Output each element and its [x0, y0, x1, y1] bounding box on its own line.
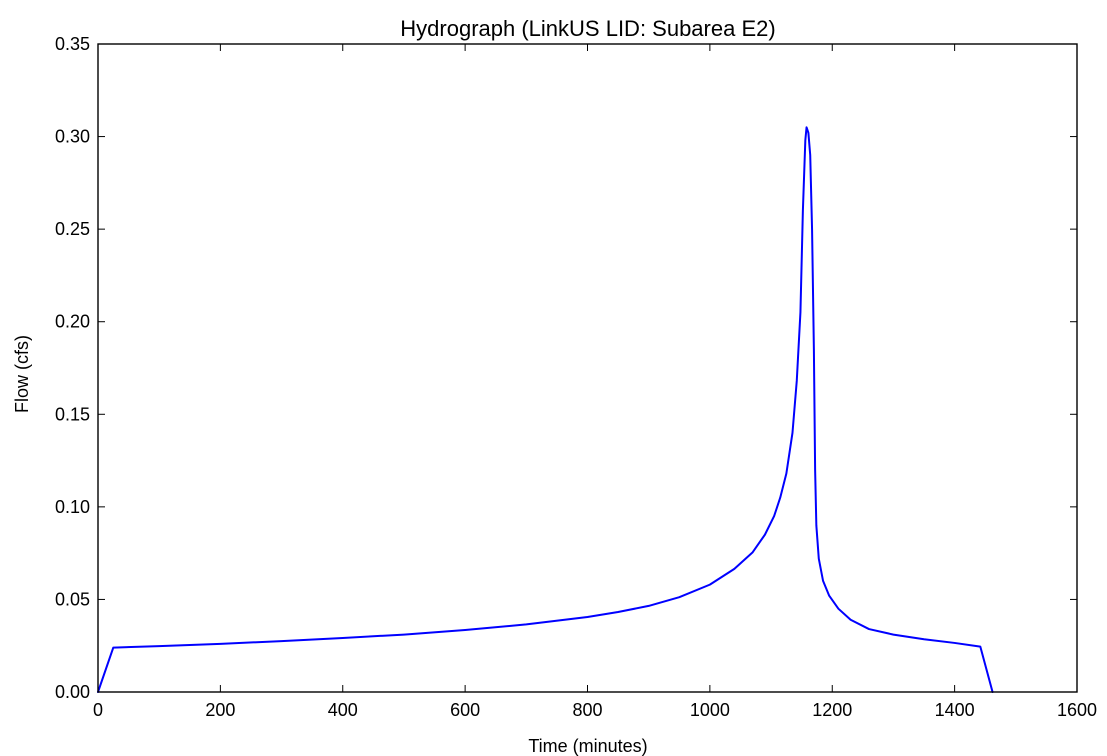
y-tick-label: 0.35 — [55, 34, 90, 54]
x-tick-label: 0 — [93, 700, 103, 720]
chart-title: Hydrograph (LinkUS LID: Subarea E2) — [400, 16, 775, 41]
plot-frame — [97, 43, 1078, 693]
y-tick-label: 0.05 — [55, 589, 90, 609]
y-tick-label: 0.30 — [55, 127, 90, 147]
y-tick-label: 0.25 — [55, 219, 90, 239]
y-axis-label: Flow (cfs) — [12, 335, 32, 413]
flow-series-line — [97, 126, 994, 693]
x-tick-label: 1000 — [690, 700, 730, 720]
x-tick-label: 600 — [450, 700, 480, 720]
x-axis-ticks: 0 200 400 600 800 1000 1200 1400 1600 — [93, 44, 1097, 720]
x-tick-label: 400 — [328, 700, 358, 720]
x-tick-label: 200 — [205, 700, 235, 720]
y-tick-label: 0.15 — [55, 404, 90, 424]
x-axis-label: Time (minutes) — [528, 736, 647, 756]
y-axis-ticks: 0.00 0.05 0.10 0.15 0.20 0.25 0.30 0.35 — [55, 34, 1077, 702]
x-tick-label: 1600 — [1057, 700, 1097, 720]
y-tick-label: 0.20 — [55, 312, 90, 332]
x-tick-label: 1400 — [935, 700, 975, 720]
x-tick-label: 1200 — [812, 700, 852, 720]
y-tick-label: 0.00 — [55, 682, 90, 702]
y-tick-label: 0.10 — [55, 497, 90, 517]
x-tick-label: 800 — [572, 700, 602, 720]
series-layer — [97, 126, 994, 693]
